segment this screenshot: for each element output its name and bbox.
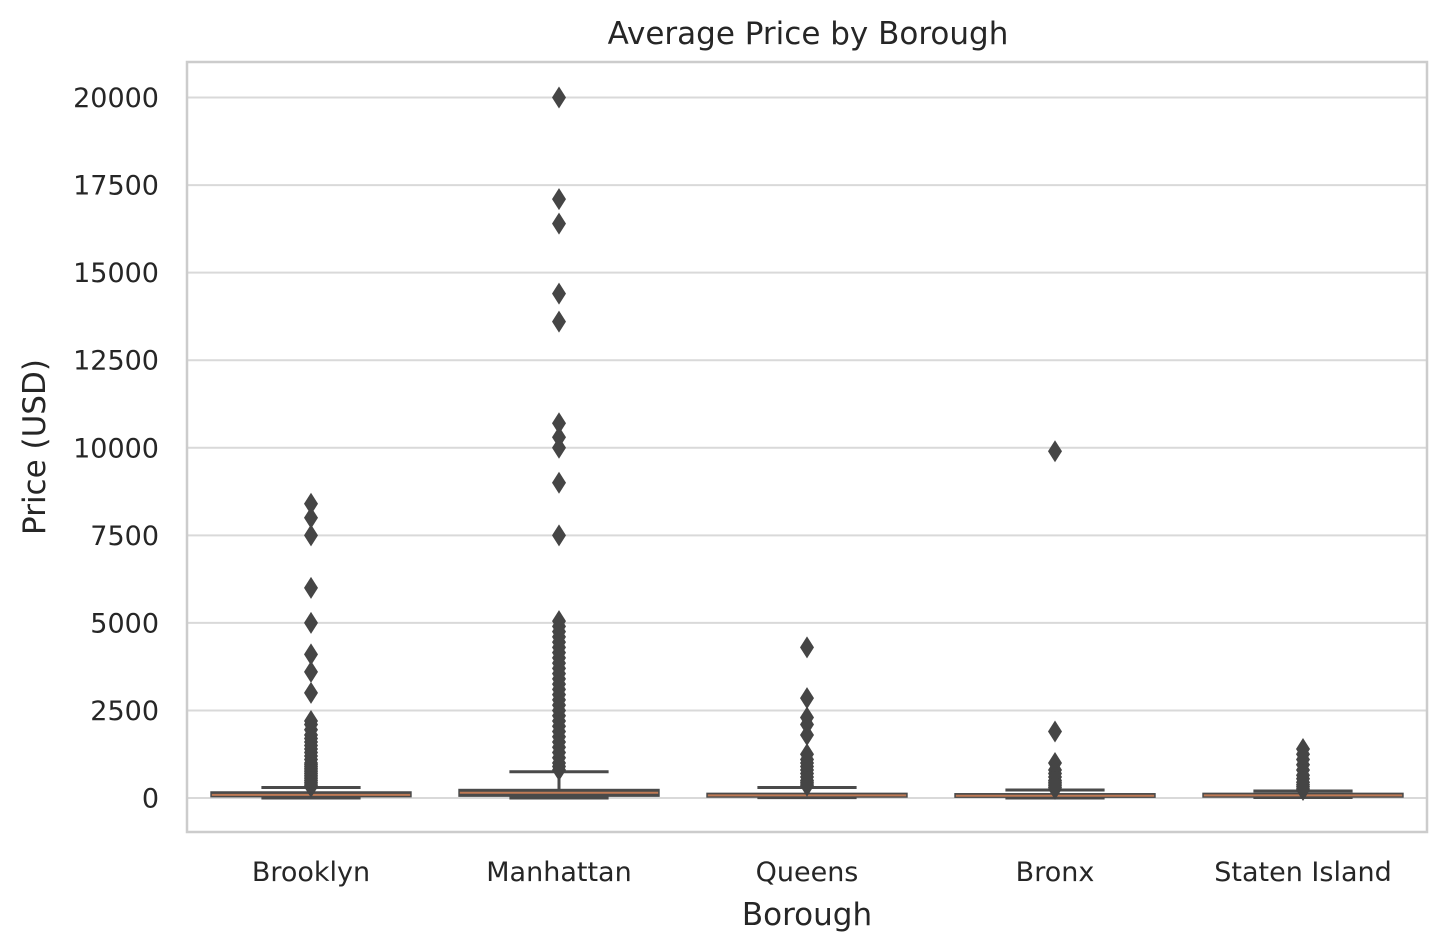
outlier-point [552, 524, 566, 547]
outlier-point [800, 636, 814, 659]
outlier-point [552, 310, 566, 333]
outlier-point [304, 524, 318, 547]
y-tick-label: 17500 [73, 171, 159, 202]
y-tick-label: 5000 [90, 608, 159, 639]
x-tick-label: Staten Island [1214, 857, 1392, 888]
outlier-point [1048, 720, 1062, 743]
y-tick-label: 20000 [73, 83, 159, 114]
y-tick-label: 2500 [90, 696, 159, 727]
x-tick-labels: Brooklyn Manhattan Queens Bronx Staten Islan… [252, 857, 1392, 888]
x-tick-label: Queens [756, 857, 859, 888]
outlier-point [800, 723, 814, 746]
x-tick-label: Manhattan [486, 857, 631, 888]
x-axis-title: Borough [742, 897, 872, 933]
outlier-point [304, 492, 318, 515]
outlier-point [304, 660, 318, 683]
outlier-point [552, 758, 566, 781]
outlier-point [552, 212, 566, 235]
outlier-point [304, 681, 318, 704]
outlier-point [800, 687, 814, 710]
outlier-point [304, 576, 318, 599]
plot-frame [185, 60, 1429, 834]
outlier-point [552, 86, 566, 109]
chart-title: Average Price by Borough [608, 16, 1009, 52]
y-tick-label: 0 [142, 784, 159, 815]
x-tick-label: Brooklyn [252, 857, 370, 888]
outlier-point [1048, 440, 1062, 463]
y-tick-labels: 0 2500 5000 7500 10000 12500 15000 17500 20000 [73, 83, 159, 815]
outlier-point [552, 282, 566, 305]
y-tick-label: 15000 [73, 258, 159, 289]
y-tick-label: 12500 [73, 346, 159, 377]
grid-lines [187, 96, 1427, 799]
outlier-point [800, 774, 814, 797]
outlier-point [552, 436, 566, 459]
outlier-point [304, 775, 318, 798]
outlier-point [304, 506, 318, 529]
outlier-point [1296, 778, 1310, 801]
outlier-point [304, 611, 318, 634]
outlier-point [552, 471, 566, 494]
y-axis-title: Price (USD) [17, 359, 53, 535]
outlier-point [1048, 777, 1062, 800]
outlier-point [552, 188, 566, 211]
y-tick-label: 10000 [73, 433, 159, 464]
outlier-point [552, 412, 566, 435]
outlier-point [304, 643, 318, 666]
x-tick-label: Bronx [1016, 857, 1095, 888]
y-tick-label: 7500 [90, 521, 159, 552]
outliers [304, 86, 1310, 801]
